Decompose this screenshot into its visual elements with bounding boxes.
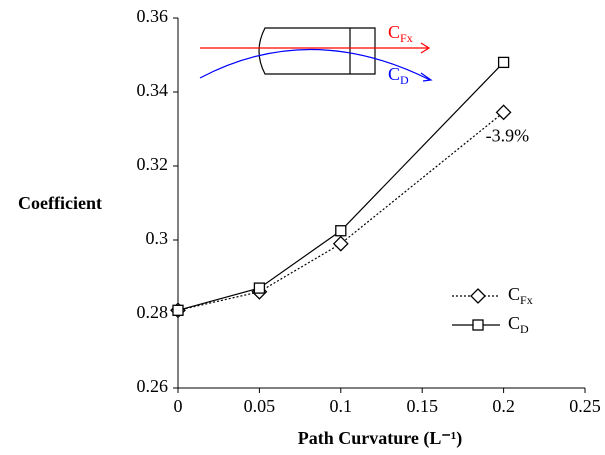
y-axis-label: Coefficient [18,193,102,213]
data-point [335,225,347,237]
y-tick-label: 0.34 [137,80,169,100]
blue-arc [199,48,431,81]
x-tick-label: 0 [174,396,183,416]
annotation: -3.9% [486,125,529,145]
red-arrowhead [420,42,431,54]
legend-label: CFx [508,284,533,307]
x-tick-label: 0.2 [492,396,515,416]
y-tick-label: 0.36 [137,6,169,26]
data-point [253,282,266,294]
x-axis-label: Path Curvature (L⁻¹) [298,428,463,449]
series-line [177,111,504,311]
y-tick-label: 0.32 [137,154,169,174]
x-tick-label: 0.1 [330,396,353,416]
legend-label: CD [508,313,529,336]
series-line [177,61,505,311]
y-tick-label: 0.26 [137,376,169,396]
body-shape [258,27,376,75]
data-point [497,56,510,69]
data-point [495,104,512,121]
y-tick-label: 0.28 [137,302,169,322]
inset-label: CD [388,64,409,87]
inset-diagram [199,27,433,82]
x-tick-label: 0.05 [244,396,276,416]
legend-marker [470,288,486,304]
x-tick-label: 0.25 [569,396,601,416]
inset-label: CFx [388,22,413,45]
blue-arrowhead [420,72,433,82]
y-tick-label: 0.3 [146,228,169,248]
data-point [172,304,184,316]
legend-marker [472,319,484,331]
data-point [332,235,349,252]
x-tick-label: 0.15 [406,396,438,416]
